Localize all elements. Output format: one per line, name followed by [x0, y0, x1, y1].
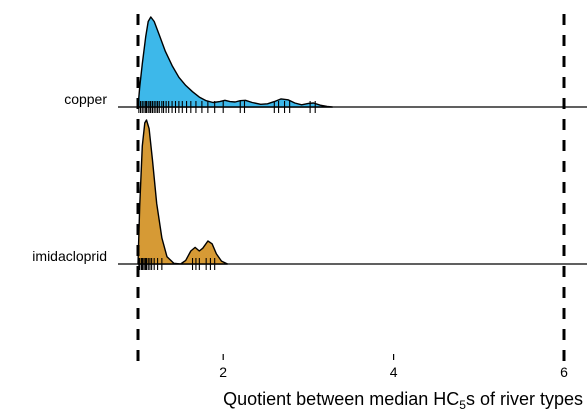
density-area	[137, 16, 333, 108]
density-area	[137, 119, 229, 265]
x-axis-label: Quotient between median HC5s of river ty…	[223, 389, 583, 412]
x-tick-label: 6	[560, 364, 568, 380]
category-label: copper	[64, 91, 107, 107]
x-axis-label-post: s of river types	[466, 389, 583, 409]
x-tick-label: 4	[390, 364, 398, 380]
ridge-copper: copper	[64, 16, 587, 113]
x-axis-label-sub: 5	[459, 398, 466, 412]
x-axis: 2 4 6	[219, 354, 568, 380]
category-label: imidacloprid	[32, 248, 107, 264]
reference-lines	[136, 14, 566, 370]
x-tick-label: 2	[219, 364, 227, 380]
ridge-imidacloprid: imidacloprid	[32, 119, 587, 270]
ridges: copper imidacloprid	[32, 16, 587, 270]
x-axis-label-pre: Quotient between median HC	[223, 389, 459, 409]
